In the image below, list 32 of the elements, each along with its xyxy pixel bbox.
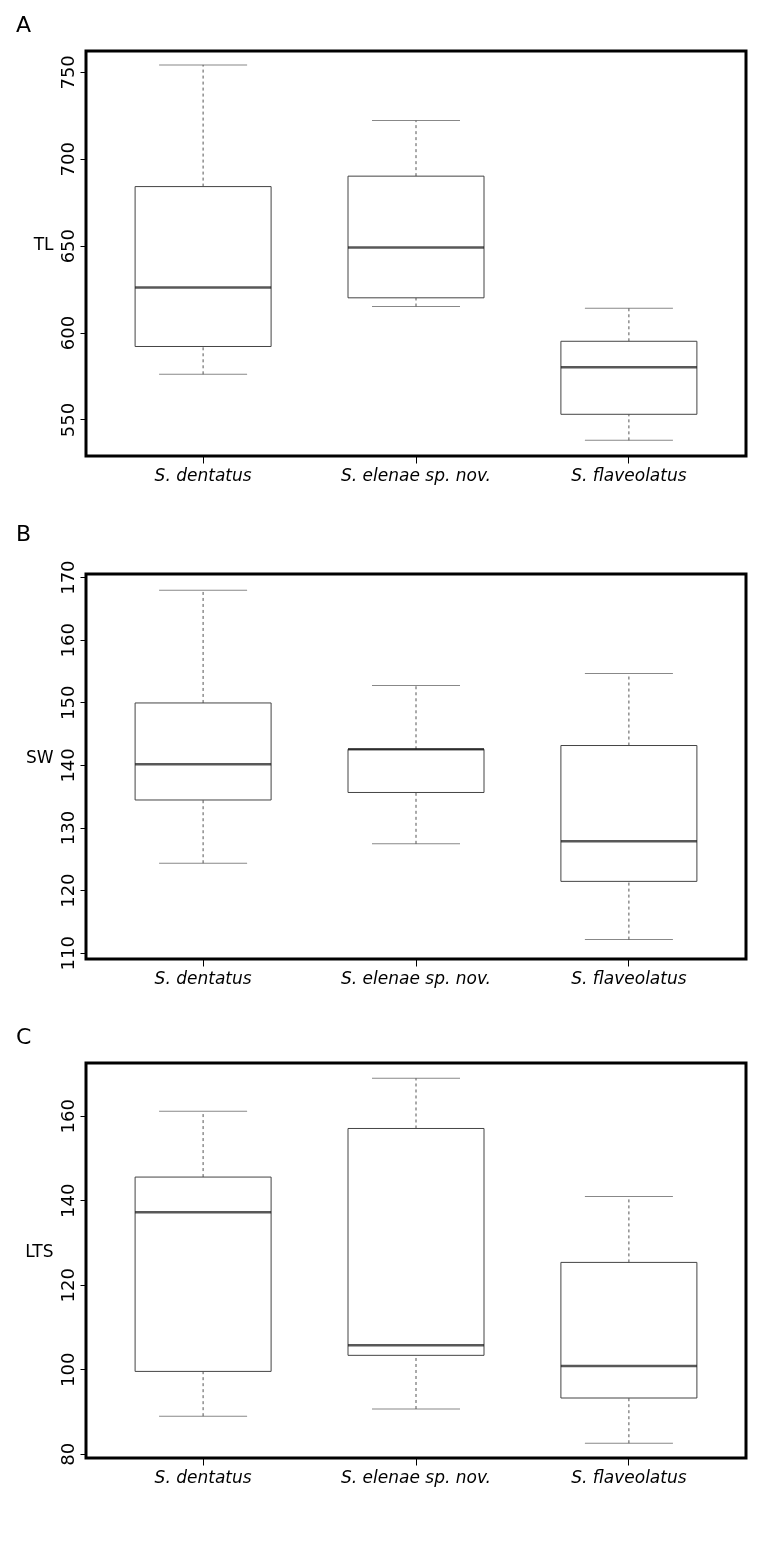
x-tick-label: S. dentatus (154, 967, 252, 988)
y-tick-label: 140 (56, 1183, 78, 1218)
x-tick-label: S. elenae sp. nov. (340, 464, 492, 485)
x-tick-label: S. elenae sp. nov. (340, 967, 492, 988)
y-axis-title: TL (32, 234, 55, 254)
y-axis-title: LTS (25, 1241, 54, 1261)
y-tick-label: 170 (56, 560, 78, 595)
y-tick-label: 110 (56, 936, 78, 971)
y-axis-title: SW (25, 747, 54, 767)
y-tick-label: 140 (56, 748, 78, 783)
y-tick-label: 550 (56, 402, 78, 438)
y-tick-label: 120 (56, 1268, 78, 1303)
y-tick-label: 120 (56, 873, 78, 908)
chart-title: A (16, 12, 32, 37)
y-tick-label: 750 (56, 55, 78, 90)
x-tick-label: S. elenae sp. nov. (340, 1466, 492, 1487)
y-tick-label: 80 (56, 1442, 78, 1466)
y-tick-label: 160 (56, 1099, 78, 1134)
chart-title: C (16, 1024, 32, 1049)
y-tick-label: 650 (56, 229, 78, 264)
y-tick-label: 700 (56, 142, 78, 177)
x-tick-label: S. flaveolatus (571, 464, 687, 485)
x-tick-label: S. flaveolatus (571, 967, 687, 988)
y-tick-label: 600 (56, 315, 78, 351)
y-tick-label: 130 (56, 810, 78, 846)
x-tick-label: S. dentatus (154, 464, 252, 485)
x-tick-label: S. flaveolatus (571, 1466, 687, 1487)
y-tick-label: 160 (56, 623, 78, 658)
x-tick-label: S. dentatus (154, 1466, 252, 1487)
chart-title: B (16, 520, 32, 546)
y-tick-label: 100 (56, 1352, 78, 1387)
y-tick-label: 150 (56, 685, 78, 721)
